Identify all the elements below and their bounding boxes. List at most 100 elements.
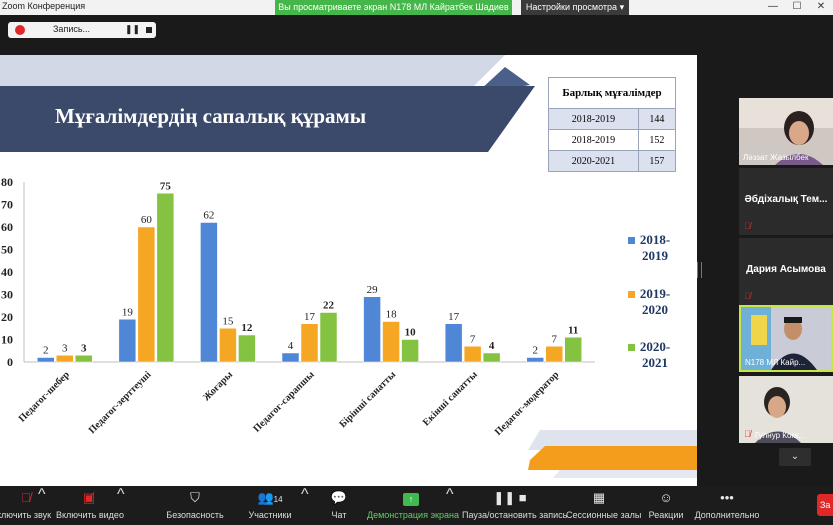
participant-tile[interactable]: Дария Асымова 🎙̸ xyxy=(739,238,833,305)
mic-muted-icon: 🎙̸ xyxy=(744,429,751,439)
participants-options-caret[interactable]: ^ xyxy=(301,486,309,503)
participant-video xyxy=(739,376,833,443)
record-icon xyxy=(15,25,25,35)
data-label: 19 xyxy=(122,306,134,318)
breakout-rooms-button[interactable]: ▦ Сессионные залы xyxy=(566,486,641,525)
bar-2019-2020 xyxy=(545,346,563,363)
share-screen-button[interactable]: ↑ Демонстрация экрана xyxy=(367,486,459,525)
footer-light-band xyxy=(528,430,697,450)
participant-tile-active[interactable]: N178 МЛ Кайр... xyxy=(739,305,833,372)
participant-name: Ләззат Жазылбек xyxy=(743,153,809,162)
participant-tile[interactable]: 🎙̸ Гулнур Кокк... xyxy=(739,376,833,443)
more-label: Дополнительно xyxy=(694,510,760,520)
bar-2018-2019 xyxy=(37,357,55,363)
table-cell-year: 2018-2019 xyxy=(548,129,639,151)
share-screen-icon: ↑ xyxy=(367,490,455,506)
bar-2019-2020 xyxy=(300,323,319,363)
data-label: 4 xyxy=(288,340,294,352)
data-label: 60 xyxy=(141,214,153,226)
end-meeting-button[interactable]: За xyxy=(817,494,833,516)
bar-2020-2021 xyxy=(401,339,419,363)
panel-resize-handle[interactable] xyxy=(697,262,702,278)
shared-screen-slide: 0 10 20 30 40 50 60 70 80 2 3 3 Педагог-шебер 19 60 75 П… xyxy=(0,55,697,486)
security-label: Безопасность xyxy=(166,510,224,520)
x-tick-label: Екінші санатты xyxy=(421,369,480,428)
footer-pale-band xyxy=(553,470,697,478)
emoji-icon: ☺ xyxy=(659,490,673,505)
data-label: 22 xyxy=(323,300,335,312)
y-tick-label: 50 xyxy=(1,243,13,257)
data-label: 10 xyxy=(405,327,417,339)
bar-2019-2020 xyxy=(463,346,482,363)
y-tick-label: 20 xyxy=(1,310,13,324)
y-tick-label: 10 xyxy=(1,333,13,347)
table-cell-count: 157 xyxy=(637,150,677,172)
data-label: 17 xyxy=(448,311,460,323)
participant-name: Дария Асымова xyxy=(746,264,826,275)
shield-icon: ⛉ xyxy=(190,490,200,505)
table-row: 2020-2021 157 xyxy=(548,150,677,172)
title-band xyxy=(0,86,535,152)
x-tick-label: Педагог-сарапшы xyxy=(251,369,316,434)
chat-button[interactable]: 💬 Чат xyxy=(324,486,354,525)
video-options-caret[interactable]: ^ xyxy=(117,486,125,503)
data-label: 11 xyxy=(568,324,578,336)
share-screen-label: Демонстрация экрана xyxy=(367,510,459,520)
participant-tile[interactable]: Ләззат Жазылбек xyxy=(739,98,833,165)
bar-2020-2021 xyxy=(319,312,338,363)
x-tick-label: Педагог-модератор xyxy=(493,369,562,438)
legend-label: 2019- 2020 xyxy=(639,286,671,317)
breakout-rooms-icon: ▦ xyxy=(592,490,606,505)
table-cell-year: 2018-2019 xyxy=(548,108,639,130)
start-video-label: Включить видео xyxy=(56,510,124,520)
chevron-down-icon: ▾ xyxy=(619,2,625,12)
bar-2019-2020 xyxy=(219,328,237,363)
more-icon: ••• xyxy=(720,490,734,505)
close-button[interactable]: ✕ xyxy=(816,1,826,12)
pause-stop-recording-button[interactable]: ❚❚ ■ Пауза/остановить запись xyxy=(462,486,567,525)
data-label: 7 xyxy=(470,333,476,345)
y-tick-label: 70 xyxy=(1,198,13,212)
data-label: 3 xyxy=(81,342,87,354)
bar-chart: 0 10 20 30 40 50 60 70 80 2 3 3 Педагог-шебер 19 60 75 П… xyxy=(1,175,595,438)
app-title: Zoom Конференция xyxy=(2,1,86,11)
participant-video xyxy=(741,307,831,370)
participants-icon: 👥14 xyxy=(257,490,283,505)
bar-2019-2020 xyxy=(56,355,74,363)
footer-orange-band xyxy=(528,446,697,470)
security-button[interactable]: ⛉ Безопасность xyxy=(165,486,225,525)
start-video-button[interactable]: ▣̸ Включить видео xyxy=(56,486,124,525)
stop-recording-button[interactable] xyxy=(146,27,152,33)
minimize-button[interactable]: — xyxy=(768,1,778,12)
view-options-label: Настройки просмотра xyxy=(525,2,618,12)
data-label: 17 xyxy=(304,311,316,323)
audio-options-caret[interactable]: ^ xyxy=(38,486,46,503)
share-options-caret[interactable]: ^ xyxy=(446,486,454,503)
bar-2020-2021 xyxy=(482,352,501,363)
y-tick-label: 30 xyxy=(1,288,13,302)
y-tick-label: 60 xyxy=(1,220,13,234)
bar-2018-2019 xyxy=(281,352,300,363)
data-label: 15 xyxy=(222,315,234,327)
recording-label: Запись... xyxy=(53,24,91,34)
table-row: 2018-2019 152 xyxy=(548,129,677,151)
view-options-button[interactable]: Настройки просмотра ▾ xyxy=(521,0,629,15)
reactions-button[interactable]: ☺ Реакции xyxy=(648,486,684,525)
maximize-button[interactable]: ☐ xyxy=(792,1,802,12)
reactions-label: Реакции xyxy=(648,510,684,520)
more-button[interactable]: ••• Дополнительно xyxy=(694,486,760,525)
chevron-down-icon[interactable]: ⌄ xyxy=(779,448,811,466)
bar-2019-2020 xyxy=(382,321,400,363)
participant-tile[interactable]: Әбдіхалық Тем... 🎙̸ xyxy=(739,168,833,235)
y-tick-label: 0 xyxy=(7,355,13,369)
bar-2019-2020 xyxy=(137,226,156,363)
legend-label: 2020- 2021 xyxy=(639,339,671,370)
participant-name: Әбдіхалық Тем... xyxy=(744,194,828,205)
mic-muted-icon: 🎙̸ xyxy=(744,221,751,231)
pause-recording-button[interactable]: ❚❚ xyxy=(125,24,141,34)
participants-button[interactable]: 👥14 Участники xyxy=(244,486,296,525)
participant-video xyxy=(739,98,833,165)
unmute-button[interactable]: 🎙̸ Включить звук xyxy=(0,486,52,525)
mic-muted-icon: 🎙̸ xyxy=(21,490,31,505)
